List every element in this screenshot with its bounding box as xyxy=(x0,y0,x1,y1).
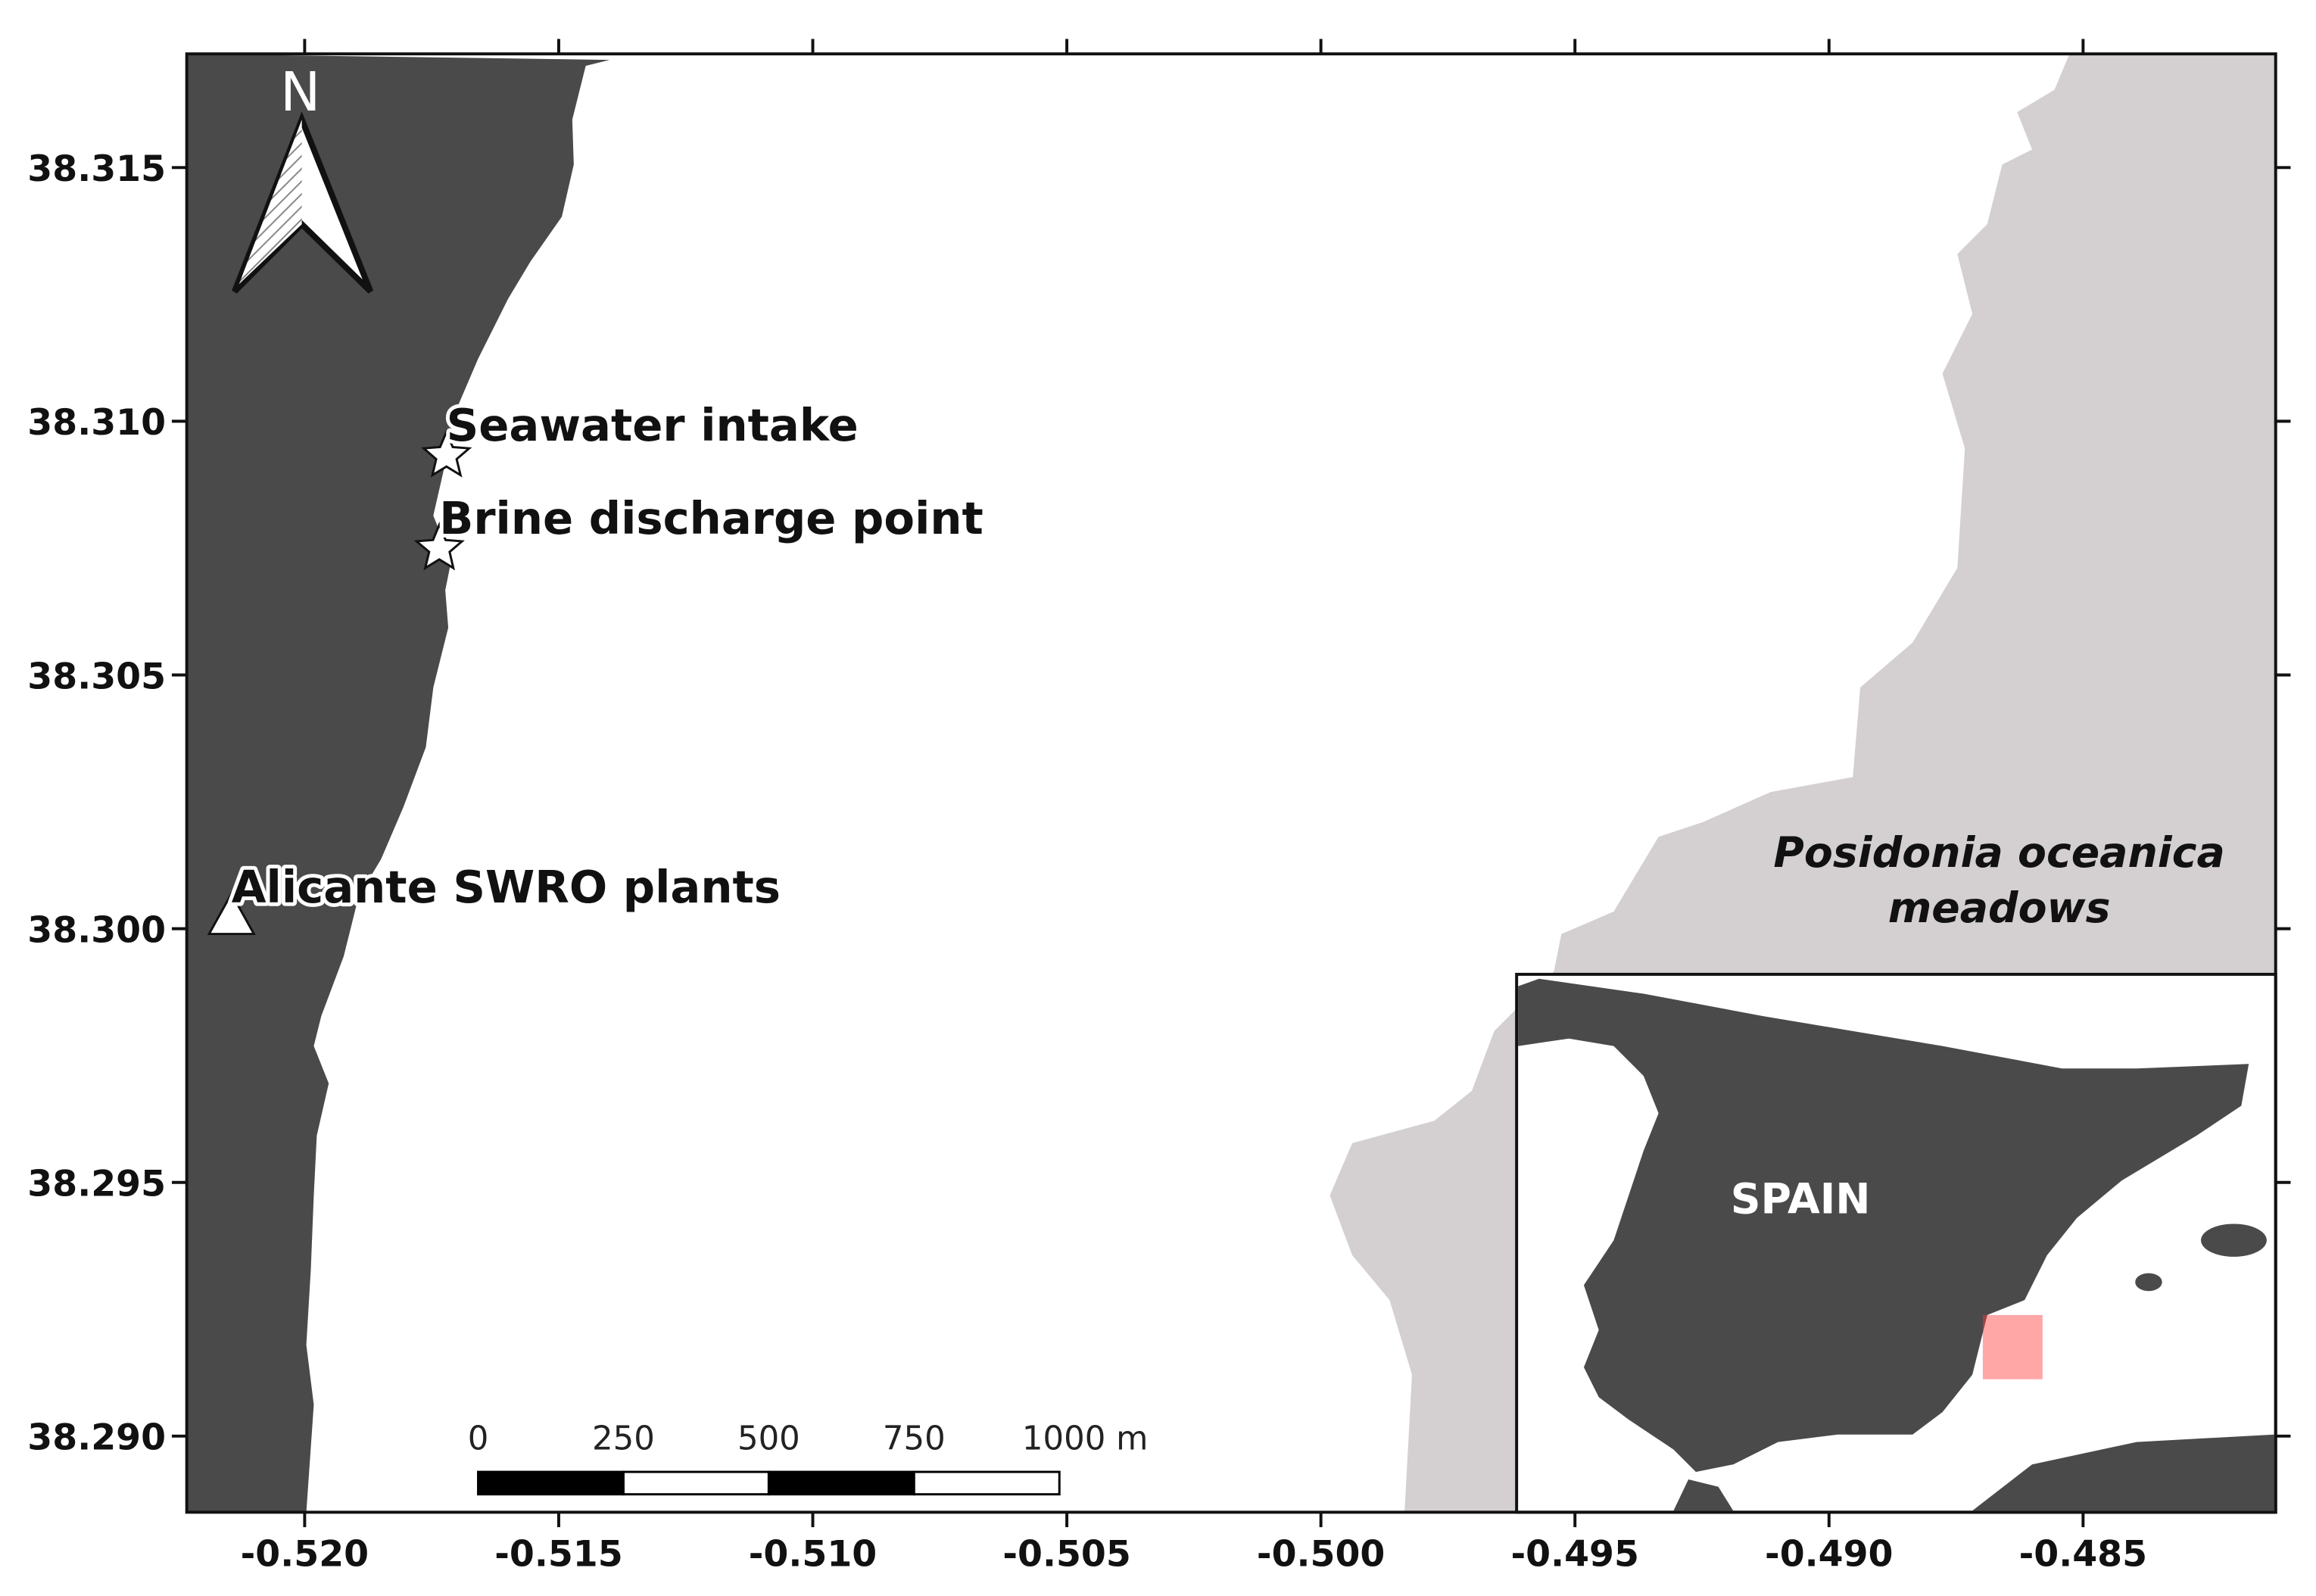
x-tick-label: -0.510 xyxy=(749,1533,877,1575)
scale-bar-label: 0 xyxy=(468,1420,489,1457)
north-arrow-hatch xyxy=(238,120,302,285)
meadows-label-line: meadows xyxy=(1888,884,2111,933)
north-arrow: N xyxy=(232,61,374,294)
site-label: Brine discharge point xyxy=(439,492,983,544)
site-label: Alicante SWRO plants xyxy=(232,861,781,913)
inset-island xyxy=(2201,1223,2267,1257)
scale-bar-segment xyxy=(622,1470,770,1496)
land xyxy=(186,54,610,1513)
x-tick-label: -0.495 xyxy=(1510,1533,1638,1575)
meadows-label-line: Posidonia oceanica xyxy=(1773,829,2224,877)
x-tick-label: -0.520 xyxy=(241,1533,369,1575)
scale-bar-segment xyxy=(477,1470,625,1496)
scale-bar-label: 1000 m xyxy=(1022,1420,1149,1457)
inset-study-area xyxy=(1982,1314,2043,1379)
y-tick-label: 38.310 xyxy=(27,402,166,444)
x-tick-label: -0.505 xyxy=(1002,1533,1130,1575)
x-tick-label: -0.485 xyxy=(2019,1533,2147,1575)
y-tick-label: 38.315 xyxy=(27,148,166,190)
north-label: N xyxy=(280,61,320,123)
scale-bar-segment xyxy=(767,1470,915,1496)
meadows-label: Posidonia oceanica meadows xyxy=(1773,829,2224,933)
x-tick-label: -0.515 xyxy=(494,1533,622,1575)
site-marker xyxy=(413,522,465,571)
inset: SPAIN xyxy=(1515,972,2277,1514)
y-tick-label: 38.290 xyxy=(27,1417,166,1459)
x-tick-label: -0.500 xyxy=(1257,1533,1385,1575)
inset-label: SPAIN xyxy=(1731,1176,1871,1224)
plot-frame xyxy=(185,52,2277,1514)
inset-spain xyxy=(1518,978,2249,1473)
scale-bar-label: 500 xyxy=(737,1420,800,1457)
inset-africa xyxy=(1673,1479,1734,1511)
scale-bar-label: 250 xyxy=(592,1420,655,1457)
scale-bar-label: 750 xyxy=(883,1420,946,1457)
inset-island xyxy=(2135,1273,2162,1292)
y-tick-label: 38.295 xyxy=(27,1163,166,1205)
site-marker xyxy=(207,891,256,936)
inset-africa xyxy=(1972,1434,2274,1511)
y-tick-label: 38.305 xyxy=(27,656,166,697)
scale-bar-segment xyxy=(912,1470,1061,1496)
site-marker xyxy=(421,429,472,478)
x-tick-label: -0.490 xyxy=(1765,1533,1893,1575)
site-label: Seawater intake xyxy=(447,399,859,451)
y-tick-label: 38.300 xyxy=(27,909,166,951)
